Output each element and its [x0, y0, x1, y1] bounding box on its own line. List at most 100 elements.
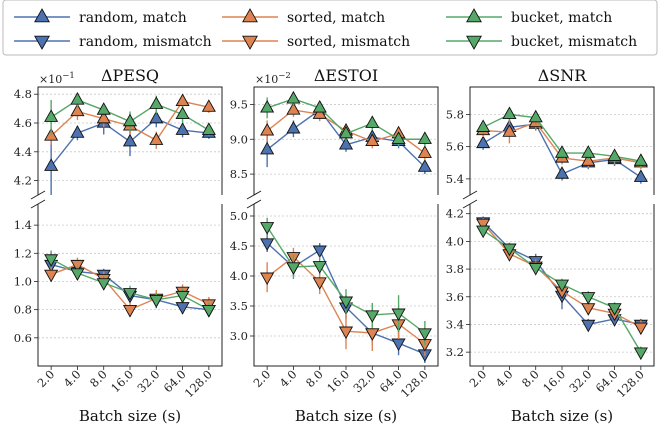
legend-label: sorted, mismatch: [287, 34, 410, 50]
data-point: [70, 259, 85, 273]
data-point: [365, 133, 380, 146]
y-tick-label: 1.2: [14, 246, 32, 260]
axes-frame: [37, 86, 223, 195]
data-point: [70, 125, 85, 138]
data-point: [175, 290, 190, 304]
data-point: [312, 245, 327, 259]
panel-title: ΔESTOI: [314, 66, 378, 85]
panel-0: ΔPESQ 4.2 4.4 4.6 4.8 ×10−1 0.6 0.8 1.0 1.2 1.4 2.0…: [14, 66, 223, 425]
data-point: [201, 305, 216, 318]
data-point: [70, 268, 85, 281]
data-point: [338, 326, 354, 340]
data-point: [581, 292, 596, 305]
legend: random, match random, mismatch sorted, mat…: [2, 0, 658, 56]
legend-label: sorted, match: [287, 10, 385, 26]
axis-break-mark: [30, 199, 46, 209]
axis-exponent: ×10−2: [255, 71, 291, 86]
y-tick-label: 3.6: [446, 290, 464, 304]
legend-marker-down-icon: [34, 35, 50, 50]
legend-item: bucket, match: [446, 8, 612, 26]
x-tick-label: 128.0: [398, 367, 431, 400]
data-point: [260, 122, 275, 136]
x-tick-label: 2.0: [250, 367, 273, 390]
data-point: [338, 136, 354, 150]
y-tick-label: 3.4: [446, 317, 464, 331]
legend-marker-down-icon: [242, 35, 258, 50]
data-point: [286, 90, 301, 104]
legend-item: sorted, match: [222, 8, 385, 26]
axis-break-mark: [246, 199, 262, 209]
y-tick-label: 4.8: [14, 87, 32, 101]
data-point: [633, 153, 648, 166]
data-point: [312, 277, 327, 290]
data-point: [391, 131, 406, 144]
y-tick-label: 1.4: [14, 218, 32, 232]
data-point: [44, 254, 59, 267]
data-point: [96, 278, 111, 291]
legend-item: random, mismatch: [14, 34, 212, 50]
data-point: [44, 128, 59, 141]
data-point: [633, 347, 648, 361]
y-tick-label: 5.6: [446, 140, 464, 154]
axis-break-mark: [246, 190, 262, 200]
legend-item: sorted, mismatch: [222, 34, 410, 50]
axis-break-mark: [30, 190, 46, 200]
legend-label: bucket, match: [511, 10, 612, 26]
panel-title: ΔPESQ: [101, 66, 159, 85]
x-tick-label: 32.0: [134, 367, 162, 395]
data-point: [476, 135, 491, 149]
data-point: [149, 96, 164, 109]
y-tick-label: 3.0: [230, 329, 248, 343]
legend-label: bucket, mismatch: [511, 34, 637, 50]
data-point: [260, 238, 275, 251]
y-tick-label: 3.2: [446, 345, 464, 359]
data-point: [633, 169, 648, 182]
series: [44, 250, 216, 318]
subplot-upper: 4.2 4.4 4.6 4.8 ×10−1: [14, 71, 223, 195]
legend-label: random, match: [79, 10, 187, 26]
data-point: [502, 124, 517, 137]
data-point: [365, 115, 380, 128]
data-point: [122, 288, 138, 301]
data-point: [554, 279, 570, 293]
x-tick-label: 4.0: [61, 367, 84, 390]
data-point: [581, 145, 596, 158]
y-tick-label: 1.0: [14, 274, 32, 288]
legend-item: bucket, mismatch: [446, 34, 637, 50]
axes-frame: [469, 86, 655, 195]
axis-break-mark: [462, 199, 478, 209]
data-point: [44, 109, 59, 122]
data-point: [528, 263, 543, 276]
legend-marker-up-icon: [34, 8, 50, 23]
data-point: [149, 110, 164, 124]
data-point: [149, 132, 164, 145]
y-tick-label: 5.0: [230, 209, 248, 223]
series: [260, 90, 432, 147]
data-point: [417, 328, 432, 341]
x-tick-label: 16.0: [108, 367, 136, 395]
axes-frame: [37, 204, 223, 367]
data-point: [260, 141, 275, 155]
x-tick-label: 16.0: [540, 367, 568, 395]
data-point: [122, 133, 138, 147]
x-tick-label: 32.0: [566, 367, 594, 395]
x-tick-label: 2.0: [34, 367, 57, 390]
y-tick-label: 4.2: [446, 207, 464, 221]
data-point: [417, 159, 432, 172]
y-tick-label: 4.6: [14, 116, 32, 130]
data-point: [417, 145, 432, 158]
x-axis-label: Batch size (s): [511, 407, 613, 425]
data-point: [96, 110, 111, 124]
data-point: [260, 222, 275, 235]
subplot-upper: 5.4 5.6 5.8: [446, 86, 655, 195]
y-tick-label: 5.4: [446, 172, 464, 186]
data-point: [286, 102, 301, 115]
series: [476, 224, 648, 361]
y-tick-label: 4.0: [446, 234, 464, 248]
data-point: [338, 296, 354, 310]
x-tick-label: 4.0: [493, 367, 516, 390]
data-point: [175, 93, 190, 107]
y-tick-label: 9.0: [230, 132, 248, 146]
x-tick-label: 16.0: [324, 367, 352, 395]
